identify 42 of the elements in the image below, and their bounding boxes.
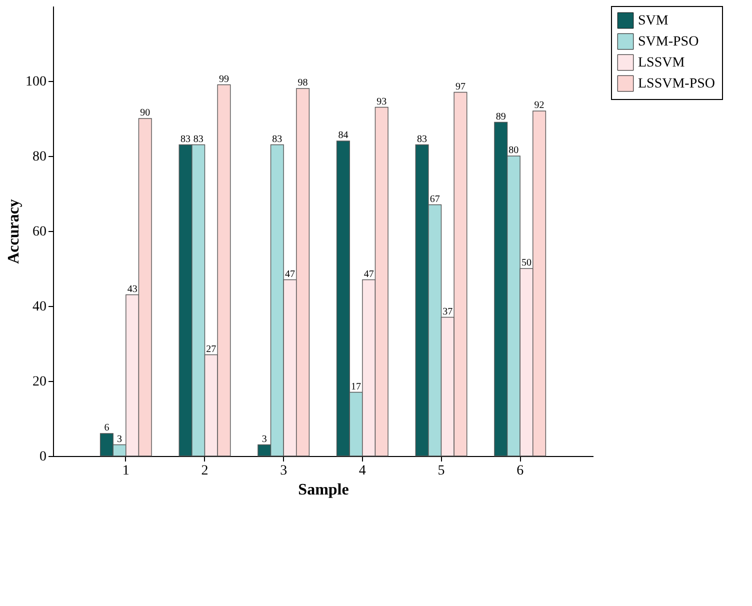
data-label: 83 (272, 134, 282, 145)
y-tick-label: 100 (26, 74, 46, 90)
data-label: 98 (298, 78, 308, 88)
data-label: 6 (104, 422, 110, 434)
legend-label: LSSVM-PSO (638, 76, 716, 92)
data-label: 50 (521, 258, 532, 268)
data-label: 17 (351, 381, 362, 392)
x-tick-label: 6 (516, 464, 524, 478)
x-tick-label: 3 (280, 464, 288, 478)
data-label: 84 (338, 130, 348, 141)
x-tick-label: 1 (122, 464, 130, 478)
data-label: 99 (218, 74, 229, 85)
data-label: 47 (364, 268, 374, 280)
legend-label: SVM-PSO (638, 34, 699, 50)
legend-label: LSSVM (638, 56, 686, 70)
x-axis-title: Sample (298, 482, 349, 498)
x-tick-label: 2 (201, 464, 208, 478)
y-tick-label: 60 (32, 224, 46, 240)
data-label: 67 (430, 194, 440, 205)
data-label: 90 (140, 108, 150, 118)
data-label: 83 (417, 134, 428, 145)
data-label: 83 (180, 134, 191, 145)
x-tick-label: 5 (438, 464, 445, 478)
data-label: 93 (376, 96, 387, 108)
y-tick-label: 80 (32, 150, 46, 164)
x-tick-label: 4 (358, 464, 366, 478)
data-label: 3 (117, 434, 122, 445)
data-label: 47 (284, 268, 295, 280)
y-tick-label: 20 (32, 374, 46, 390)
legend-label: SVM (638, 14, 669, 28)
data-label: 3 (262, 434, 267, 445)
data-label: 27 (206, 344, 216, 355)
data-label: 97 (455, 81, 466, 92)
y-tick-label: 0 (40, 450, 46, 464)
y-tick-label: 40 (32, 300, 46, 314)
data-label: 80 (508, 145, 519, 156)
y-axis-title: Accuracy (6, 199, 22, 264)
data-label: 92 (534, 100, 544, 111)
data-label: 89 (496, 111, 506, 122)
data-label: 43 (127, 284, 138, 295)
data-label: 37 (442, 306, 453, 318)
data-label: 83 (193, 134, 204, 145)
